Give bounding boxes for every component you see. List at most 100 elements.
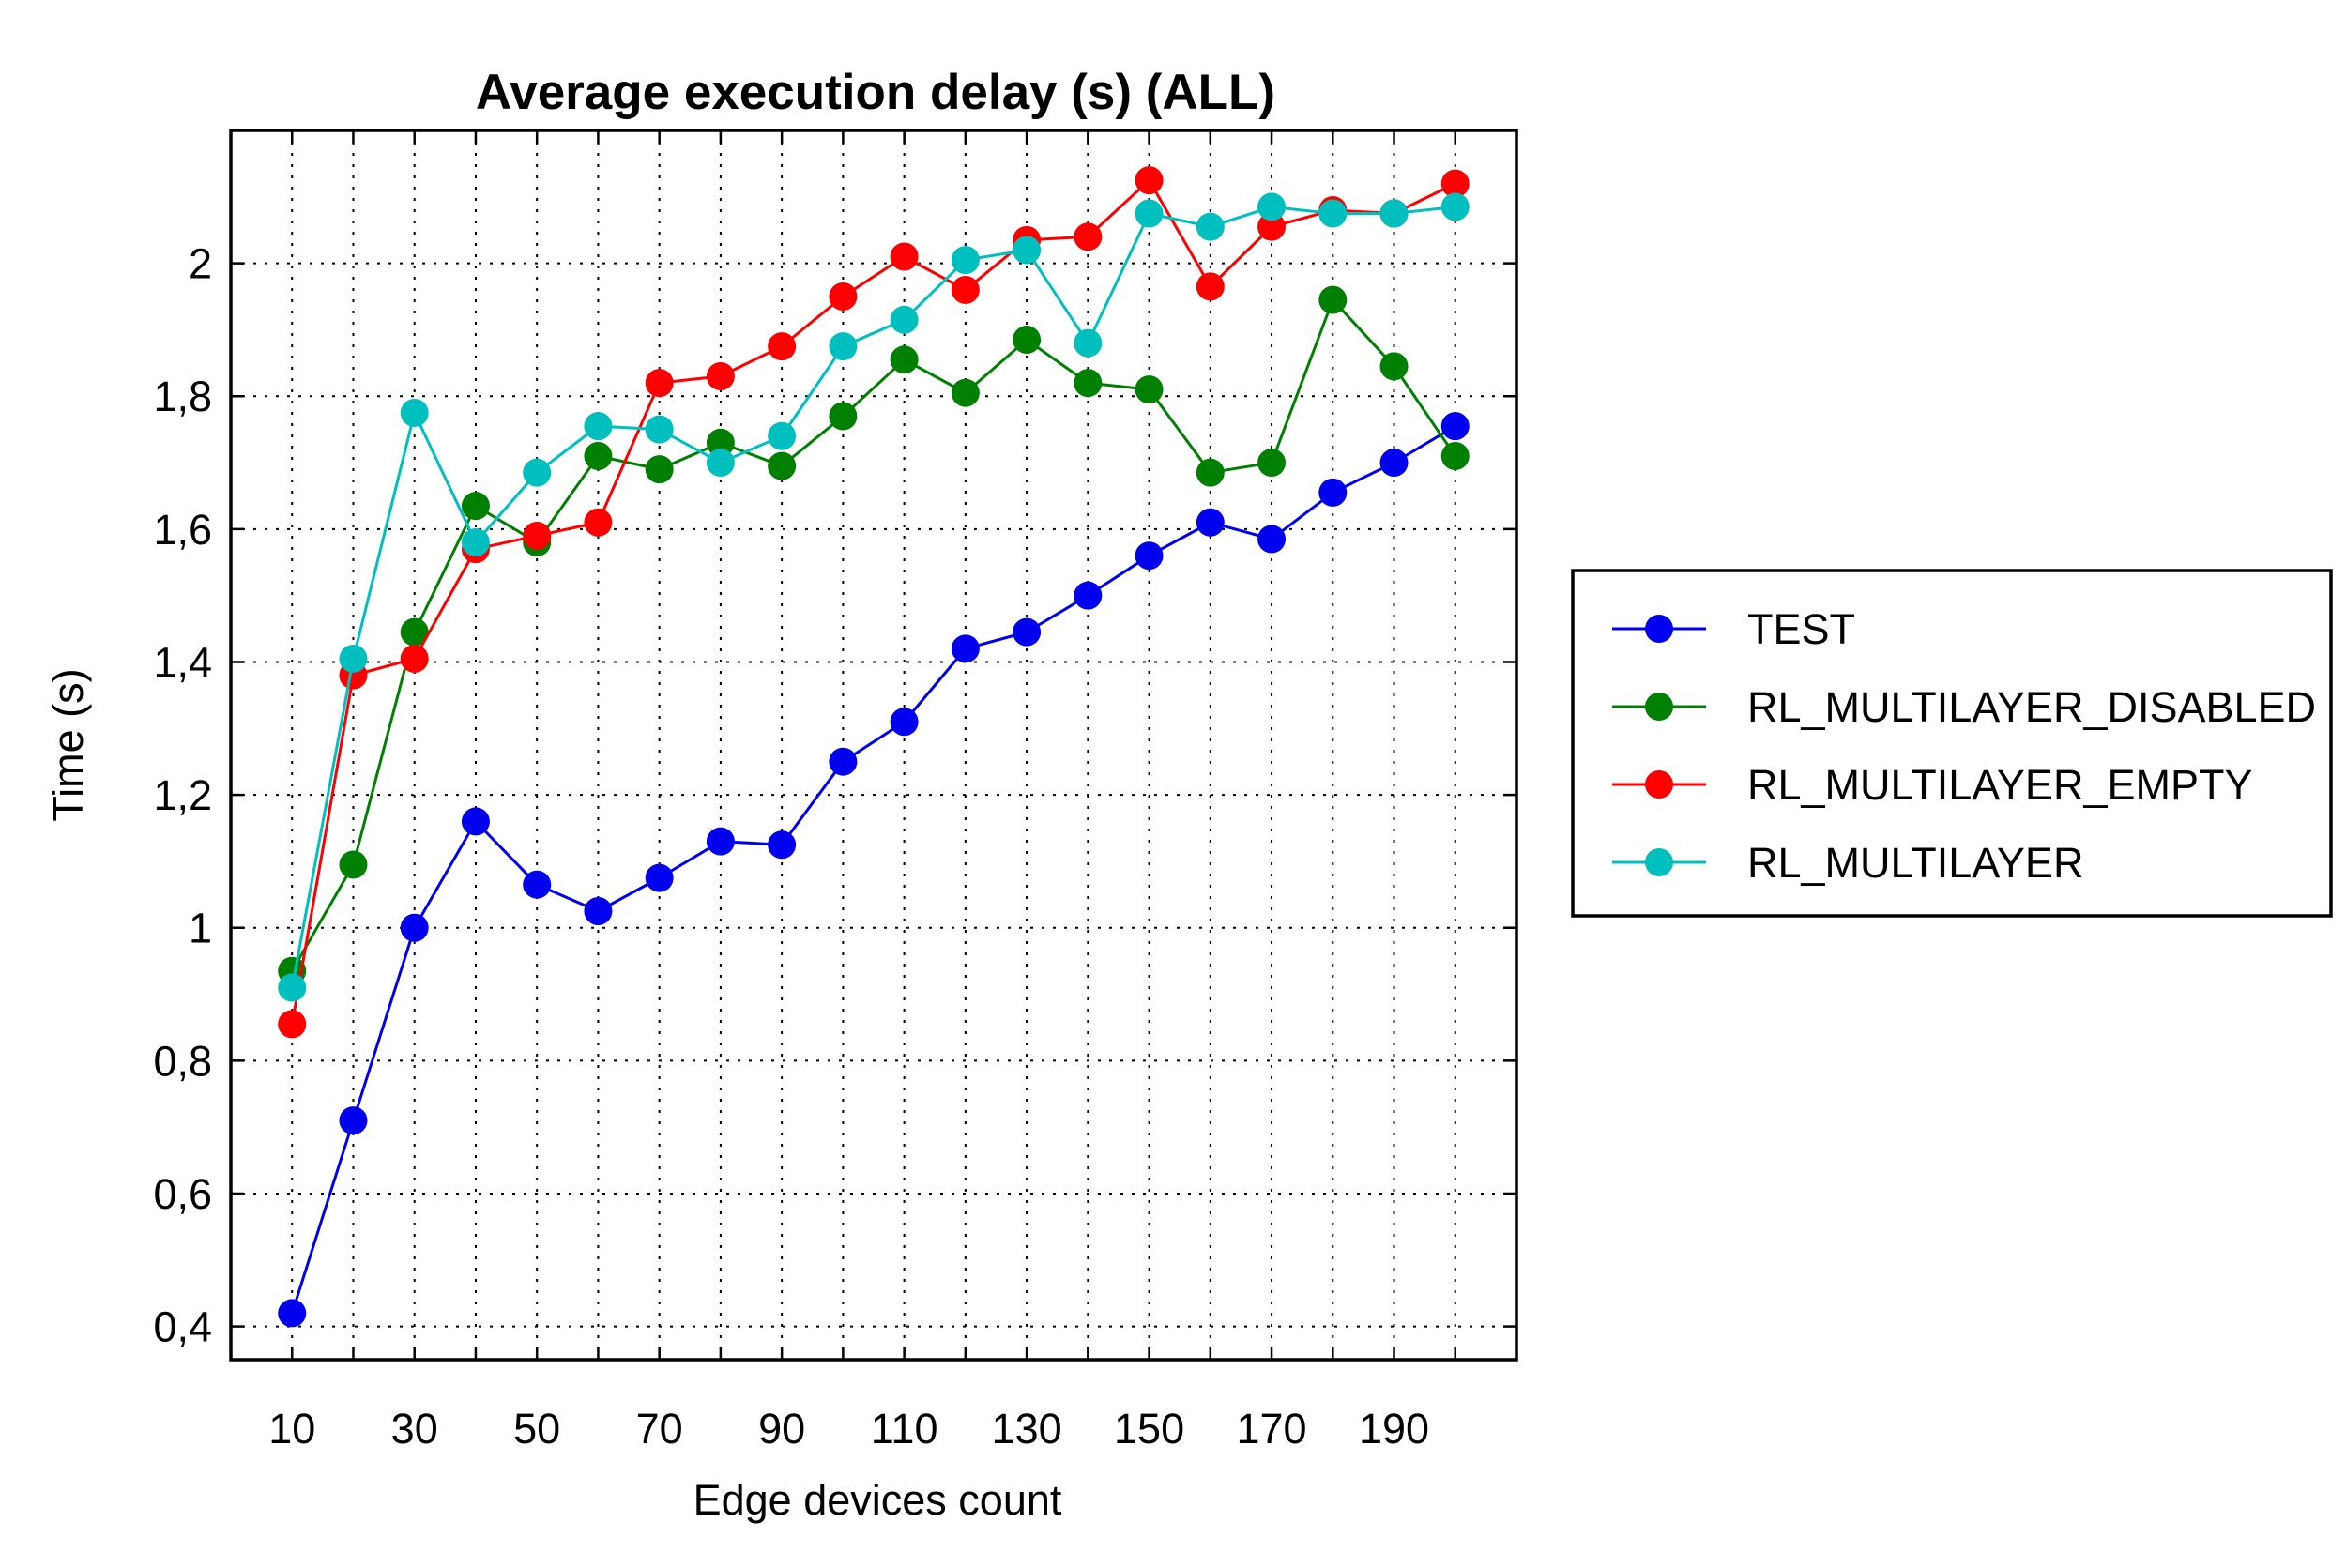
- data-point: [584, 441, 613, 470]
- x-tick-label: 70: [636, 1405, 683, 1453]
- data-point: [951, 246, 980, 275]
- legend-marker: [1645, 770, 1673, 799]
- data-point: [951, 378, 980, 407]
- data-point: [768, 451, 797, 480]
- data-point: [339, 850, 368, 879]
- legend-marker: [1645, 848, 1673, 876]
- data-point: [1440, 441, 1470, 470]
- y-tick-label: 1,4: [153, 638, 212, 686]
- data-point: [1135, 541, 1164, 571]
- data-point: [1196, 212, 1225, 241]
- legend-marker: [1645, 615, 1673, 643]
- data-point: [523, 870, 552, 899]
- data-point: [1318, 478, 1348, 507]
- data-point: [584, 508, 613, 537]
- x-tick-label: 90: [758, 1405, 805, 1453]
- data-point: [584, 897, 613, 926]
- data-point: [461, 528, 490, 557]
- legend-items: TEST RL_MULTILAYER_DISABLED RL_MULTILAYER_…: [1612, 605, 2316, 887]
- data-point: [339, 1106, 368, 1135]
- legend-item: TEST: [1612, 605, 1855, 653]
- legend-label: TEST: [1747, 605, 1855, 653]
- data-point: [1074, 369, 1103, 398]
- data-point: [278, 1299, 307, 1328]
- data-point: [523, 458, 552, 487]
- series-rl-multilayer: [278, 192, 1470, 1002]
- y-tick-label: 1,6: [153, 506, 212, 554]
- data-point: [1440, 192, 1470, 221]
- data-point: [951, 634, 980, 663]
- data-point: [890, 305, 919, 334]
- data-point: [706, 449, 735, 478]
- data-point: [1135, 375, 1164, 404]
- series-test: [278, 412, 1470, 1328]
- data-point: [339, 644, 368, 673]
- x-tick-label: 170: [1237, 1405, 1307, 1453]
- data-point: [706, 827, 735, 856]
- chart-title: Average execution delay (s) (ALL): [476, 65, 1275, 120]
- x-tick-label: 110: [871, 1405, 938, 1453]
- y-tick-label: 0,4: [153, 1303, 212, 1351]
- legend-item: RL_MULTILAYER_EMPTY: [1612, 761, 2252, 809]
- series-rl-multilayer-empty: [278, 166, 1470, 1039]
- data-point: [829, 747, 858, 776]
- data-point: [1257, 192, 1287, 221]
- data-point: [1318, 199, 1348, 228]
- data-point: [400, 913, 429, 942]
- data-point: [461, 807, 490, 836]
- data-point: [400, 398, 429, 427]
- data-point: [645, 863, 674, 892]
- legend: TEST RL_MULTILAYER_DISABLED RL_MULTILAYER_…: [1571, 569, 2333, 918]
- x-tick-label: 130: [992, 1405, 1062, 1453]
- legend-label: RL_MULTILAYER_DISABLED: [1747, 683, 2316, 731]
- data-point: [584, 412, 613, 441]
- data-point: [1135, 166, 1164, 195]
- x-tick-label: 50: [513, 1405, 560, 1453]
- data-point: [1379, 449, 1409, 478]
- legend-item: RL_MULTILAYER_DISABLED: [1612, 683, 2316, 731]
- data-point: [1013, 236, 1042, 265]
- y-tick-label: 0,6: [153, 1170, 212, 1218]
- data-point: [645, 455, 674, 484]
- x-tick-label: 30: [391, 1405, 438, 1453]
- data-point: [829, 332, 858, 361]
- y-tick-label: 2: [189, 240, 212, 288]
- legend-item: RL_MULTILAYER: [1612, 839, 2083, 887]
- data-point: [1196, 458, 1225, 487]
- y-tick-label: 0,8: [153, 1037, 212, 1085]
- data-point: [1013, 617, 1042, 647]
- data-point: [890, 345, 919, 374]
- x-axis-label: Edge devices count: [693, 1476, 1062, 1524]
- data-point: [829, 282, 858, 312]
- data-point: [1440, 169, 1470, 198]
- data-point: [1257, 449, 1287, 478]
- x-tick-label: 150: [1114, 1405, 1184, 1453]
- data-point: [890, 242, 919, 271]
- data-point: [1379, 352, 1409, 381]
- plot-area: [229, 129, 1518, 1362]
- data-point: [278, 1010, 307, 1039]
- y-tick-label: 1,8: [153, 373, 212, 420]
- data-point: [768, 830, 797, 860]
- data-point: [829, 402, 858, 431]
- legend-label: RL_MULTILAYER_EMPTY: [1747, 761, 2252, 809]
- data-point: [645, 369, 674, 398]
- data-point: [706, 362, 735, 390]
- x-tick-label: 10: [268, 1405, 315, 1453]
- data-point: [1074, 581, 1103, 610]
- data-point: [951, 275, 980, 304]
- data-point: [890, 708, 919, 737]
- axis-ticks: 0,4 0,6 0,8 1 1,2 1,4 1,6 1,8 2 10 30 50 70 90 110 130 1…: [153, 130, 1516, 1453]
- data-point: [1196, 272, 1225, 301]
- data-point: [523, 521, 552, 550]
- data-point: [461, 492, 490, 521]
- data-point: [768, 421, 797, 450]
- x-tick-label: 190: [1359, 1405, 1429, 1453]
- data-point: [1318, 285, 1348, 314]
- y-tick-label: 1: [189, 905, 212, 952]
- data-point: [1074, 328, 1103, 358]
- data-point: [1135, 199, 1164, 228]
- data-point: [1257, 525, 1287, 554]
